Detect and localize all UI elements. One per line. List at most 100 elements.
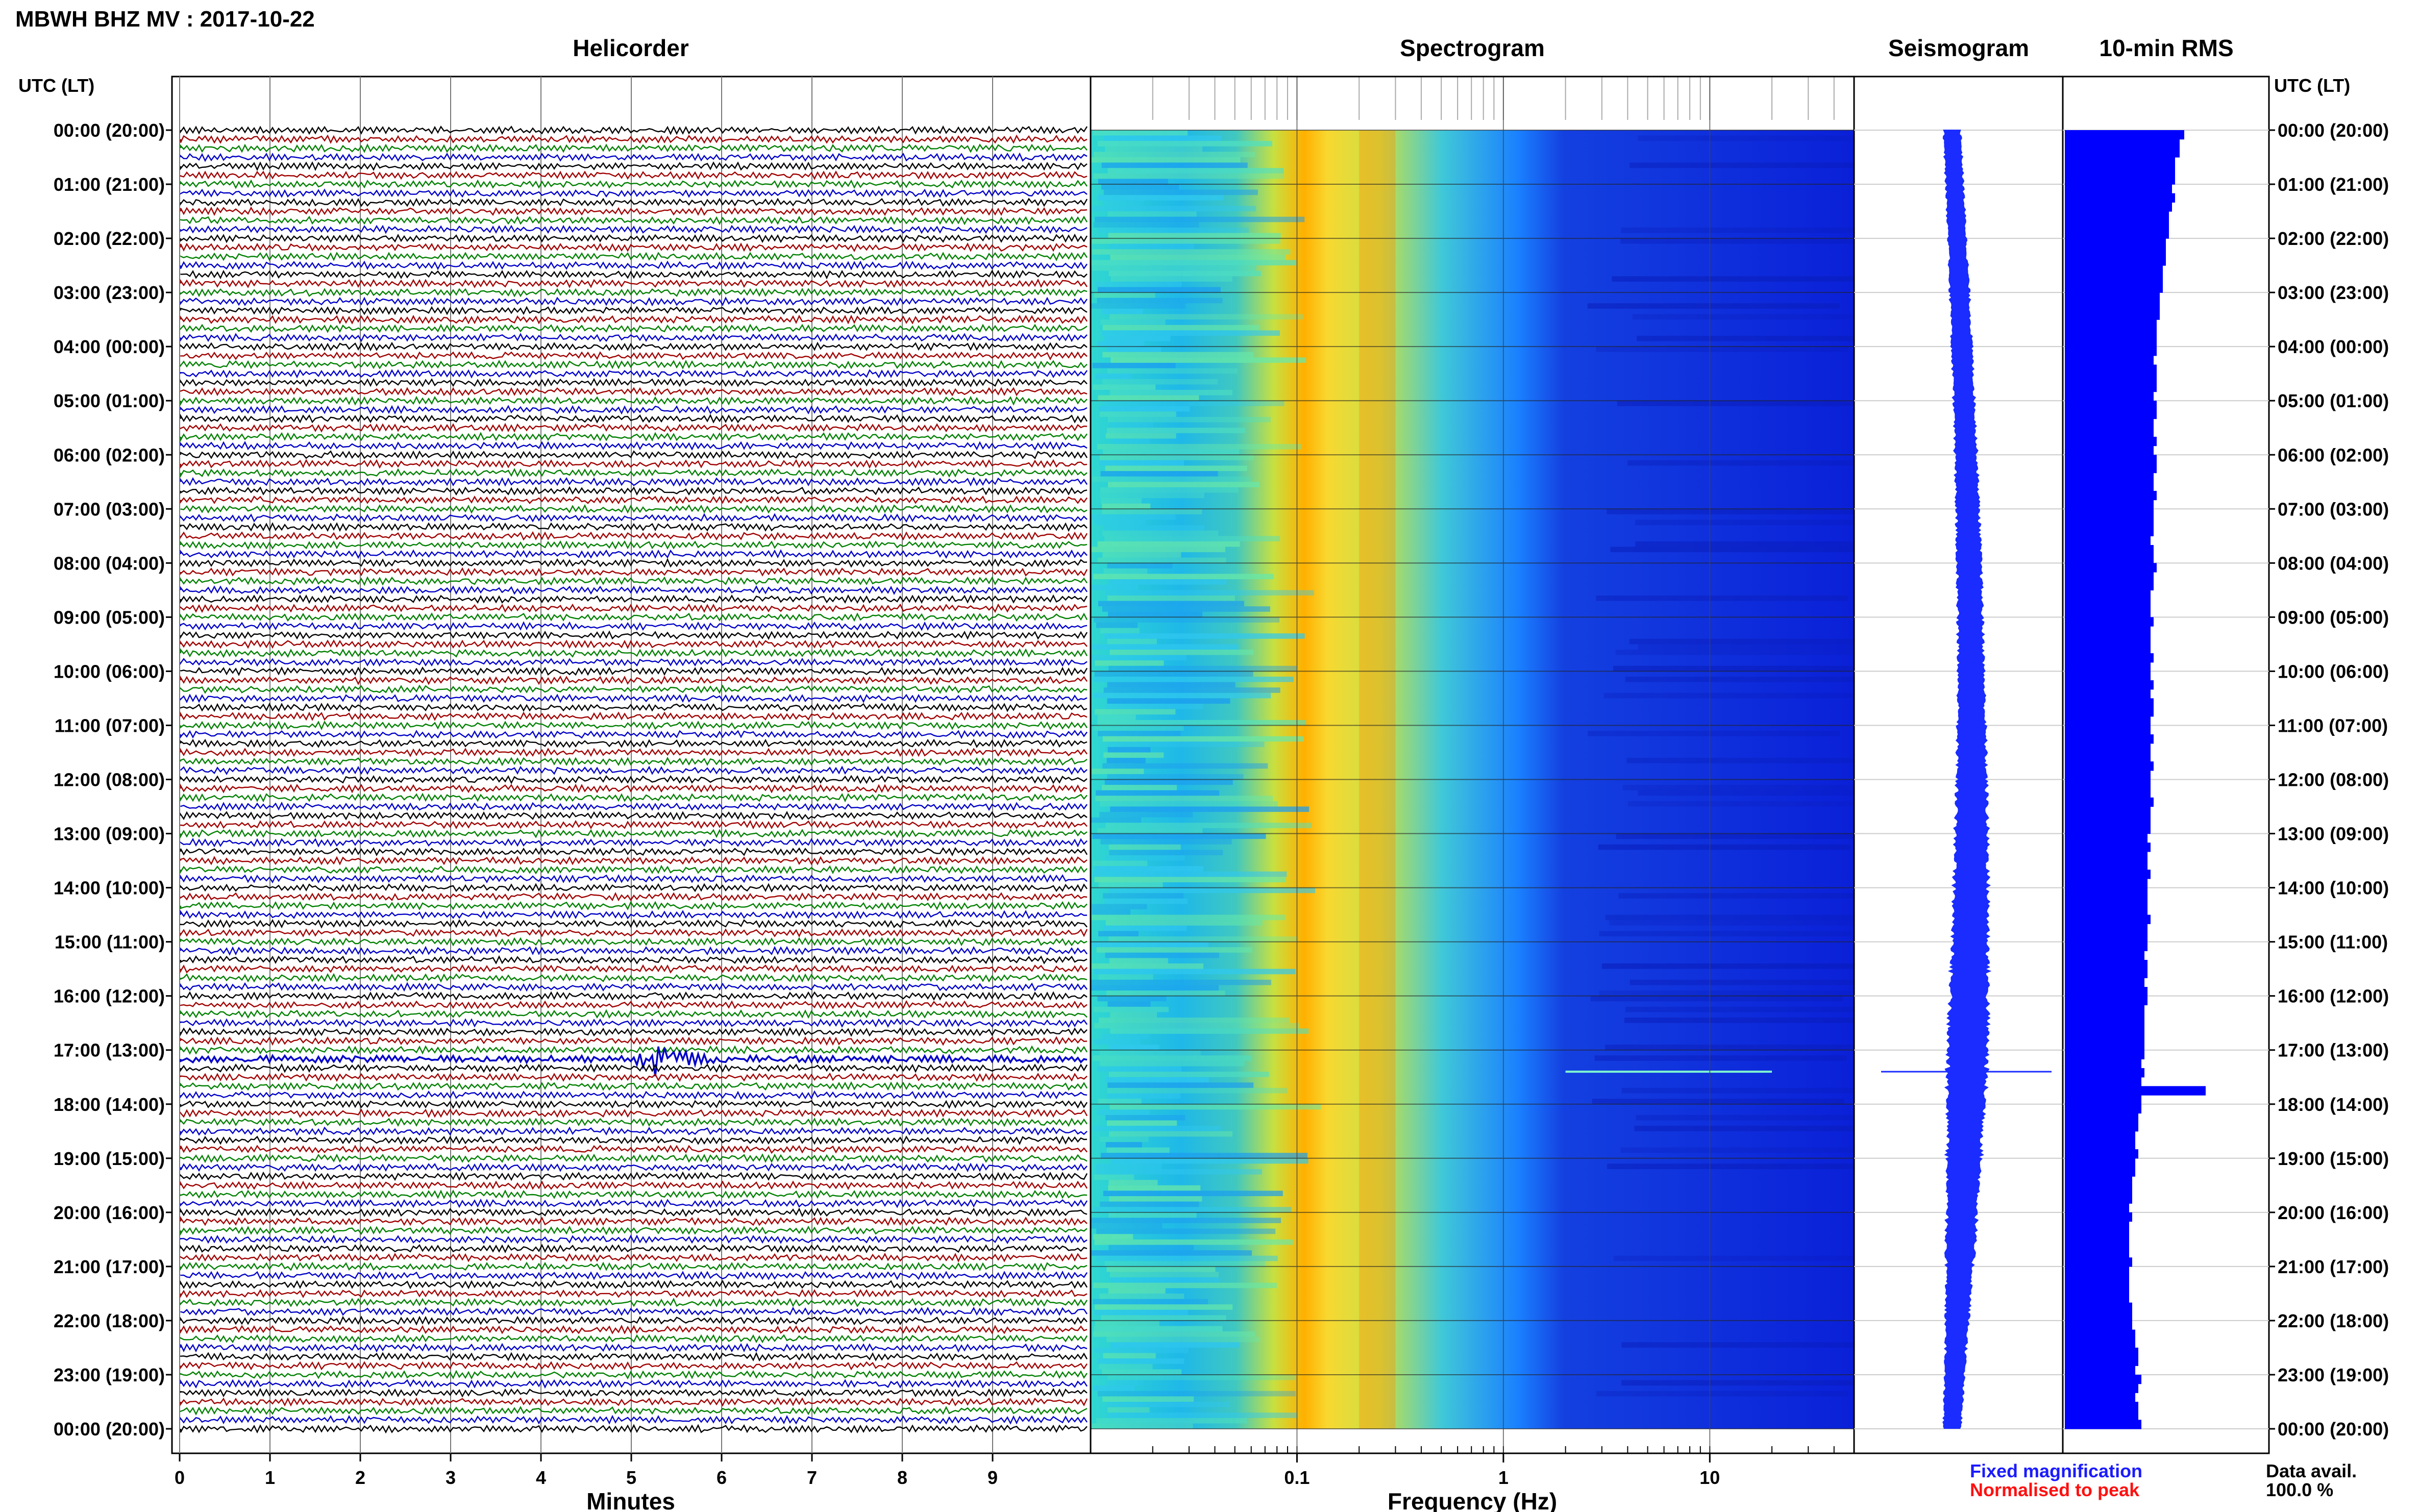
helicorder-trace (180, 874, 1088, 884)
rms-bar (2065, 1014, 2144, 1024)
spectro-dark-row (1621, 1380, 1874, 1386)
spectro-speckle (1108, 1185, 1201, 1191)
spectro-dark-row (1634, 1126, 1887, 1131)
spectrogram-heading: Spectrogram (1400, 35, 1545, 61)
rms-bar (2065, 1329, 2135, 1339)
spectro-speckle (1102, 509, 1202, 514)
rms-bar (2065, 1023, 2144, 1032)
rms-bar (2065, 617, 2154, 627)
spectro-dark-row (1587, 303, 1840, 309)
hour-label-left: 21:00 (17:00) (54, 1256, 165, 1277)
minute-tick-label: 8 (897, 1467, 907, 1488)
spectro-speckle (1092, 238, 1280, 244)
spectro-speckle (1106, 1266, 1216, 1272)
helicorder-trace (180, 603, 1088, 613)
helicorder-trace (180, 197, 1088, 207)
spectro-speckle (1101, 785, 1177, 790)
helicorder-trace (180, 693, 1088, 704)
spectro-speckle (1109, 243, 1194, 250)
rms-bar (2065, 455, 2157, 464)
helicorder-trace (180, 1180, 1088, 1191)
spectro-speckle (1102, 1369, 1182, 1375)
spectro-speckle (1099, 411, 1176, 417)
freq-tick-label: 1 (1498, 1467, 1509, 1488)
spectro-speckle (1094, 1347, 1189, 1353)
helicorder-trace (180, 621, 1088, 631)
spectro-dark-row (1625, 677, 1878, 682)
spectro-speckle (1100, 471, 1218, 477)
helicorder-trace (180, 1117, 1088, 1127)
freq-tick-label: 10 (1699, 1467, 1720, 1488)
spectro-speckle (1092, 909, 1131, 915)
spectro-speckle (1100, 839, 1232, 845)
rms-bar (2065, 1212, 2132, 1222)
spectro-speckle (1093, 1331, 1255, 1337)
rms-bar (2065, 941, 2148, 951)
spectro-speckle (1103, 568, 1148, 574)
rms-bar (2065, 1059, 2141, 1069)
helicorder-trace (180, 1207, 1088, 1218)
rms-bar (2065, 860, 2148, 870)
rms-bar (2065, 337, 2157, 347)
spectro-dark-row (1621, 1087, 1874, 1094)
spectro-speckle (1094, 1174, 1134, 1180)
hour-label-right: 11:00 (07:00) (2278, 715, 2388, 736)
rms-bar (2065, 644, 2151, 654)
spectro-speckle (1101, 162, 1248, 168)
helicorder-trace (180, 1135, 1088, 1145)
spectro-dark-row (1622, 785, 1875, 790)
helicorder-trace (180, 928, 1088, 938)
spectro-speckle (1093, 860, 1148, 866)
spectro-speckle (1107, 596, 1235, 601)
rms-bar (2065, 193, 2175, 203)
spectro-speckle (1104, 1261, 1265, 1267)
spectro-speckle (1091, 1223, 1163, 1229)
seismogram-panel (1853, 76, 2064, 1454)
helicorder-trace (180, 1288, 1088, 1298)
spectro-speckle (1093, 677, 1294, 682)
minute-tick-label: 5 (626, 1467, 636, 1488)
helicorder-trace (180, 684, 1088, 695)
hour-label-right: 01:00 (21:00) (2278, 174, 2389, 195)
spectro-speckle (1100, 319, 1166, 325)
rms-bar (2065, 788, 2151, 798)
spectro-dark-row (1638, 644, 1890, 650)
spectro-speckle (1091, 817, 1142, 823)
rms-bar (2065, 1302, 2132, 1312)
spectro-speckle (1091, 260, 1296, 266)
rms-bar (2065, 184, 2172, 194)
minute-tick-label: 4 (536, 1467, 546, 1488)
spectro-speckle (1093, 1006, 1169, 1012)
spectro-speckle (1099, 1364, 1153, 1370)
spectro-speckle (1108, 665, 1297, 672)
spectro-speckle (1107, 1120, 1177, 1126)
hour-label-left: 19:00 (15:00) (54, 1148, 165, 1169)
helicorder-trace (180, 1000, 1088, 1010)
spectro-speckle (1092, 514, 1176, 520)
helicorder-trace (180, 973, 1088, 983)
rms-bar (2065, 229, 2169, 239)
spectro-speckle (1109, 850, 1223, 855)
rms-bar (2065, 328, 2157, 338)
spectro-speckle (1101, 1315, 1226, 1321)
spectro-speckle (1110, 1012, 1157, 1018)
rms-bar (2065, 301, 2160, 311)
spectro-speckle (1094, 877, 1286, 882)
spectro-speckle (1108, 482, 1260, 487)
spectro-speckle (1109, 650, 1254, 655)
left-time-axis-label: UTC (LT) (18, 75, 94, 96)
data-availability-value: 100.0 % (2266, 1479, 2333, 1500)
helicorder-trace (180, 1153, 1088, 1163)
spectro-speckle (1109, 1131, 1233, 1137)
spectro-speckle (1098, 974, 1153, 980)
rms-bar (2065, 1149, 2138, 1159)
rms-bar (2065, 815, 2151, 825)
spectro-speckle (1106, 428, 1246, 433)
rms-bar (2065, 824, 2151, 834)
spectro-speckle (1108, 844, 1181, 850)
spectro-speckle (1097, 141, 1272, 146)
rms-bar (2065, 247, 2166, 257)
helicorder-trace (180, 1027, 1088, 1037)
spectro-dark-row (1617, 401, 1869, 406)
spectro-speckle (1108, 1288, 1166, 1294)
